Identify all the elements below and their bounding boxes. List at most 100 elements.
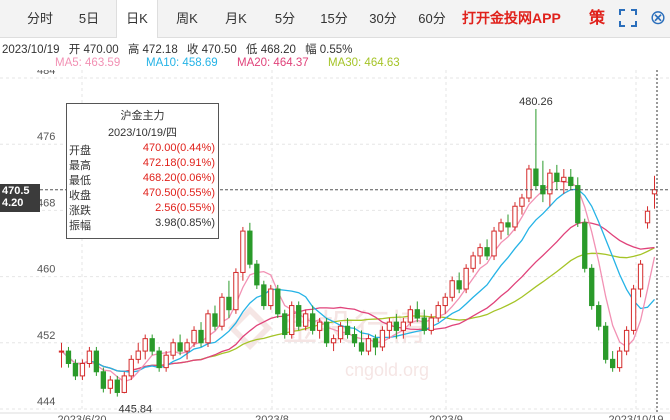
candle-body — [623, 329, 630, 352]
candle-body — [644, 210, 651, 224]
candle-body — [470, 255, 476, 269]
candle-body — [114, 379, 120, 393]
current-price-badge: 470.5 4.20 — [0, 183, 40, 212]
candle-body — [149, 338, 155, 352]
y-tick-label: 484 — [37, 70, 55, 77]
candle-body — [289, 305, 295, 336]
candle-body — [226, 296, 232, 311]
open-app-link[interactable]: 打开金投网APP — [462, 10, 561, 26]
x-tick-label: 2023/8 — [255, 414, 289, 420]
candle-body — [512, 205, 518, 228]
candle-body — [330, 338, 337, 344]
strategy-button[interactable]: 策 — [589, 10, 606, 27]
candle-body — [505, 222, 511, 228]
candle-body — [205, 313, 211, 344]
candle-body — [491, 230, 497, 257]
candle-body — [589, 267, 595, 307]
tooltip-value-low: 468.20(0.06%) — [142, 172, 215, 184]
candle-body — [407, 309, 413, 323]
candle-body — [268, 288, 274, 307]
candle-body — [303, 313, 309, 327]
tab-daily-k[interactable]: 日K — [116, 0, 158, 38]
candle-body — [616, 350, 623, 369]
candle-body — [603, 325, 609, 360]
candle-body — [344, 325, 351, 336]
tooltip-label-change: 涨跌 — [69, 205, 91, 217]
ma10-legend: MA10: 458.69 — [146, 57, 218, 69]
candle-body — [358, 342, 365, 352]
candle-body — [337, 325, 344, 340]
candle-body — [449, 280, 455, 298]
tab-15min[interactable]: 15分 — [320, 11, 348, 26]
fullscreen-icon[interactable] — [619, 9, 637, 27]
candle-body — [393, 321, 400, 331]
candle-body — [247, 230, 253, 265]
candle-body — [484, 247, 490, 257]
candle-body — [547, 172, 553, 195]
kline-chart[interactable]: 金投行情cngold.org4844764684604524442023/6/2… — [0, 70, 670, 420]
low-annotation: 445.84 — [118, 404, 152, 416]
candle-body — [463, 267, 469, 290]
candle-body — [414, 309, 420, 319]
tooltip-value-amplitude: 3.98(0.85%) — [155, 217, 215, 229]
tab-60min[interactable]: 60分 — [418, 11, 446, 26]
tooltip-date: 2023/10/19/四 — [107, 127, 178, 139]
candle-body — [561, 176, 567, 182]
candle-body — [596, 305, 602, 327]
candle-body — [170, 342, 176, 356]
badge-price: 470.5 — [2, 184, 30, 197]
candle-body — [191, 329, 197, 344]
close-icon[interactable]: ⊗ — [649, 7, 667, 29]
tooltip-label-high: 最高 — [69, 160, 91, 172]
ohlc-info-line: 2023/10/19 开 470.00 高 472.18 收 470.50 低 … — [2, 41, 358, 57]
candle-body — [72, 362, 79, 377]
candle-body — [240, 230, 246, 273]
candle-body — [233, 271, 239, 311]
candle-body — [142, 338, 148, 352]
tooltip-label-open: 开盘 — [69, 145, 91, 157]
ohlc-tooltip: 沪金主力 2023/10/19/四 开盘 470.00(0.44%) 最高 47… — [66, 103, 219, 239]
tooltip-value-high: 472.18(0.91%) — [142, 157, 215, 169]
tab-5min[interactable]: 5分 — [274, 11, 296, 26]
candle-body — [156, 350, 162, 369]
candle-body — [428, 317, 434, 331]
candle-body — [400, 321, 407, 331]
candle-body — [575, 185, 581, 224]
info-low: 低 468.20 — [246, 44, 296, 56]
candle-body — [219, 296, 225, 327]
ma30-legend: MA30: 464.63 — [328, 57, 400, 69]
candle-body — [86, 350, 93, 364]
candle-body — [519, 197, 525, 207]
candle-body — [365, 338, 372, 352]
tab-5day[interactable]: 5日 — [78, 11, 100, 26]
candle-body — [184, 342, 190, 352]
tooltip-value-change: 2.56(0.55%) — [155, 202, 215, 214]
info-close: 收 470.50 — [186, 44, 237, 56]
tab-weekly-k[interactable]: 周K — [176, 11, 198, 26]
candle-body — [323, 321, 330, 344]
y-tick-label: 444 — [37, 396, 55, 408]
y-tick-label: 476 — [37, 131, 55, 143]
watermark-url: cngold.org — [345, 360, 429, 380]
info-open: 开 470.00 — [68, 44, 119, 56]
candle-body — [651, 189, 658, 195]
candle-body — [282, 313, 288, 336]
candle-body — [296, 305, 302, 327]
candle-body — [128, 358, 134, 377]
candle-body — [456, 280, 462, 290]
tab-monthly-k[interactable]: 月K — [225, 11, 247, 26]
tab-30min[interactable]: 30分 — [369, 11, 397, 26]
candle-body — [135, 350, 141, 360]
tooltip-label-amplitude: 振幅 — [69, 220, 91, 232]
candle-body — [163, 354, 169, 369]
candle-body — [379, 329, 386, 348]
candle-body — [435, 305, 441, 319]
candle-body — [533, 168, 539, 187]
info-date: 2023/10/19 — [2, 44, 60, 56]
tab-intraday[interactable]: 分时 — [26, 11, 53, 26]
candle-body — [58, 350, 65, 353]
candle-body — [630, 288, 637, 331]
x-tick-label: 2023/6/20 — [58, 414, 107, 420]
y-tick-label: 468 — [37, 197, 55, 209]
candle-body — [100, 371, 107, 389]
